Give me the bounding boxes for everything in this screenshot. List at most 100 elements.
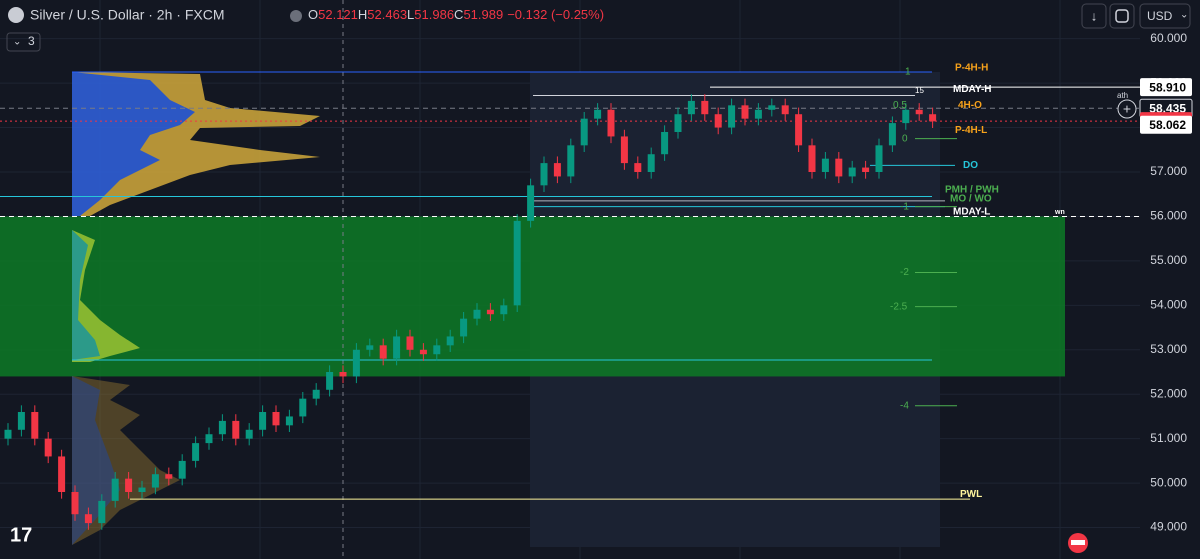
y-tick-label: 50.000 — [1150, 475, 1187, 489]
candle-body — [553, 163, 561, 177]
level-labels: 1 15 0.5 0 -1 -2 -2.5 -4 P-4H-H MDAY-H 4H-O P-4H-L D… — [890, 63, 1065, 500]
plus-icon: + — [1123, 101, 1131, 117]
candle-body — [433, 345, 441, 355]
y-tick-label: 52.000 — [1150, 386, 1187, 400]
candle-body — [111, 478, 119, 501]
candle-body — [125, 478, 133, 492]
level-label: PWL — [960, 489, 982, 500]
candle-body — [259, 412, 267, 430]
y-tick-label: 60.000 — [1150, 31, 1187, 45]
candle-body — [848, 167, 856, 177]
level-label: MDAY-L — [953, 207, 990, 218]
candle-body — [245, 429, 253, 439]
candle-body — [486, 309, 494, 315]
candle-body — [714, 114, 722, 128]
fullscreen-icon — [1115, 9, 1129, 23]
candle-body — [299, 398, 307, 417]
zone — [0, 216, 1065, 377]
candle-body — [178, 460, 186, 479]
fib-label: 0.5 — [893, 100, 907, 111]
fib-label: 1 — [905, 67, 911, 78]
indicator-toggle[interactable] — [6, 32, 41, 52]
profile-blue-low — [72, 376, 120, 545]
candle-body — [446, 336, 454, 346]
level-label: PMH / PWH — [945, 184, 999, 195]
y-tick-label: 57.000 — [1150, 164, 1187, 178]
y-tick-label: 55.000 — [1150, 253, 1187, 267]
chevron: ⌄ — [1180, 10, 1188, 21]
ath-label: ath — [1117, 91, 1128, 100]
level-label: DO — [963, 160, 978, 171]
level-label: P-4H-L — [955, 125, 987, 136]
scroll-button[interactable] — [1081, 3, 1107, 29]
price-tag-label: 58.435 — [1149, 101, 1186, 115]
candle-body — [285, 416, 293, 426]
fib-label: 0 — [902, 133, 908, 144]
ohlc: O52.121H52.463L51.986C51.989 −0.132 (−0.2… — [308, 7, 604, 22]
level-label: 4H-O — [958, 100, 982, 111]
indicator-count: 3 — [28, 34, 35, 48]
ohlc-value: 52.121 — [318, 7, 358, 22]
profile-lime — [72, 230, 140, 362]
candles — [4, 94, 937, 530]
candle-body — [821, 158, 829, 172]
fullscreen-button[interactable] — [1109, 3, 1135, 29]
level-label: MO / WO — [950, 193, 992, 204]
level-label: P-4H-H — [955, 63, 988, 74]
candle-body — [366, 345, 374, 350]
candle-body — [419, 349, 427, 355]
candle-body — [460, 318, 468, 337]
candle-body — [192, 443, 200, 461]
price-tag-label: 58.910 — [1149, 80, 1186, 94]
candle-body — [312, 389, 320, 399]
candle-body — [44, 438, 52, 457]
candle-body — [781, 105, 789, 115]
candle-body — [473, 309, 481, 319]
candle-body — [151, 474, 159, 488]
candle-body — [98, 500, 106, 524]
ohlc-key: O — [308, 7, 318, 22]
candle-body — [567, 145, 575, 177]
candle-body — [661, 132, 669, 155]
y-tick-label: 49.000 — [1150, 520, 1187, 534]
candle-body — [875, 145, 883, 172]
symbol-icon — [8, 7, 24, 23]
ohlc-key: L — [407, 7, 414, 22]
price-tag — [1140, 78, 1192, 97]
candle-body — [513, 220, 521, 306]
y-tick-label: 56.000 — [1150, 209, 1187, 223]
candle-body — [352, 349, 360, 377]
candle-body — [754, 109, 762, 119]
arrow-icon: ↓ — [1091, 8, 1098, 23]
candle-body — [687, 100, 695, 115]
fib-label: -2.5 — [890, 301, 908, 312]
flag-stripe — [1071, 540, 1085, 545]
price-tag — [1140, 115, 1192, 134]
candle-body — [701, 100, 709, 115]
candle-body — [835, 158, 843, 177]
candle-body — [862, 167, 870, 172]
candle-body — [31, 412, 39, 439]
candle-body — [165, 474, 173, 479]
level-lines — [0, 71, 1140, 500]
y-tick-label: 51.000 — [1150, 431, 1187, 445]
add-button[interactable] — [1117, 99, 1137, 119]
symbol-title: Silver / U.S. Dollar · 2h · FXCM — [30, 7, 224, 23]
level-label: wn — [1054, 209, 1065, 216]
candle-body — [379, 345, 387, 359]
candle-body — [620, 136, 628, 164]
candle-body — [406, 336, 414, 350]
candle-body — [71, 492, 79, 515]
currency-button[interactable] — [1139, 3, 1191, 29]
market-status — [290, 10, 302, 22]
y-tick-label: 54.000 — [1150, 298, 1187, 312]
ohlc-value: 51.989 — [463, 7, 503, 22]
candle-body — [580, 118, 588, 146]
ohlc-value: 51.986 — [414, 7, 454, 22]
profile-teal — [72, 230, 100, 360]
candle-body — [17, 412, 25, 430]
candle-body — [915, 109, 923, 115]
candle-body — [205, 434, 213, 444]
candle-body — [527, 185, 535, 221]
